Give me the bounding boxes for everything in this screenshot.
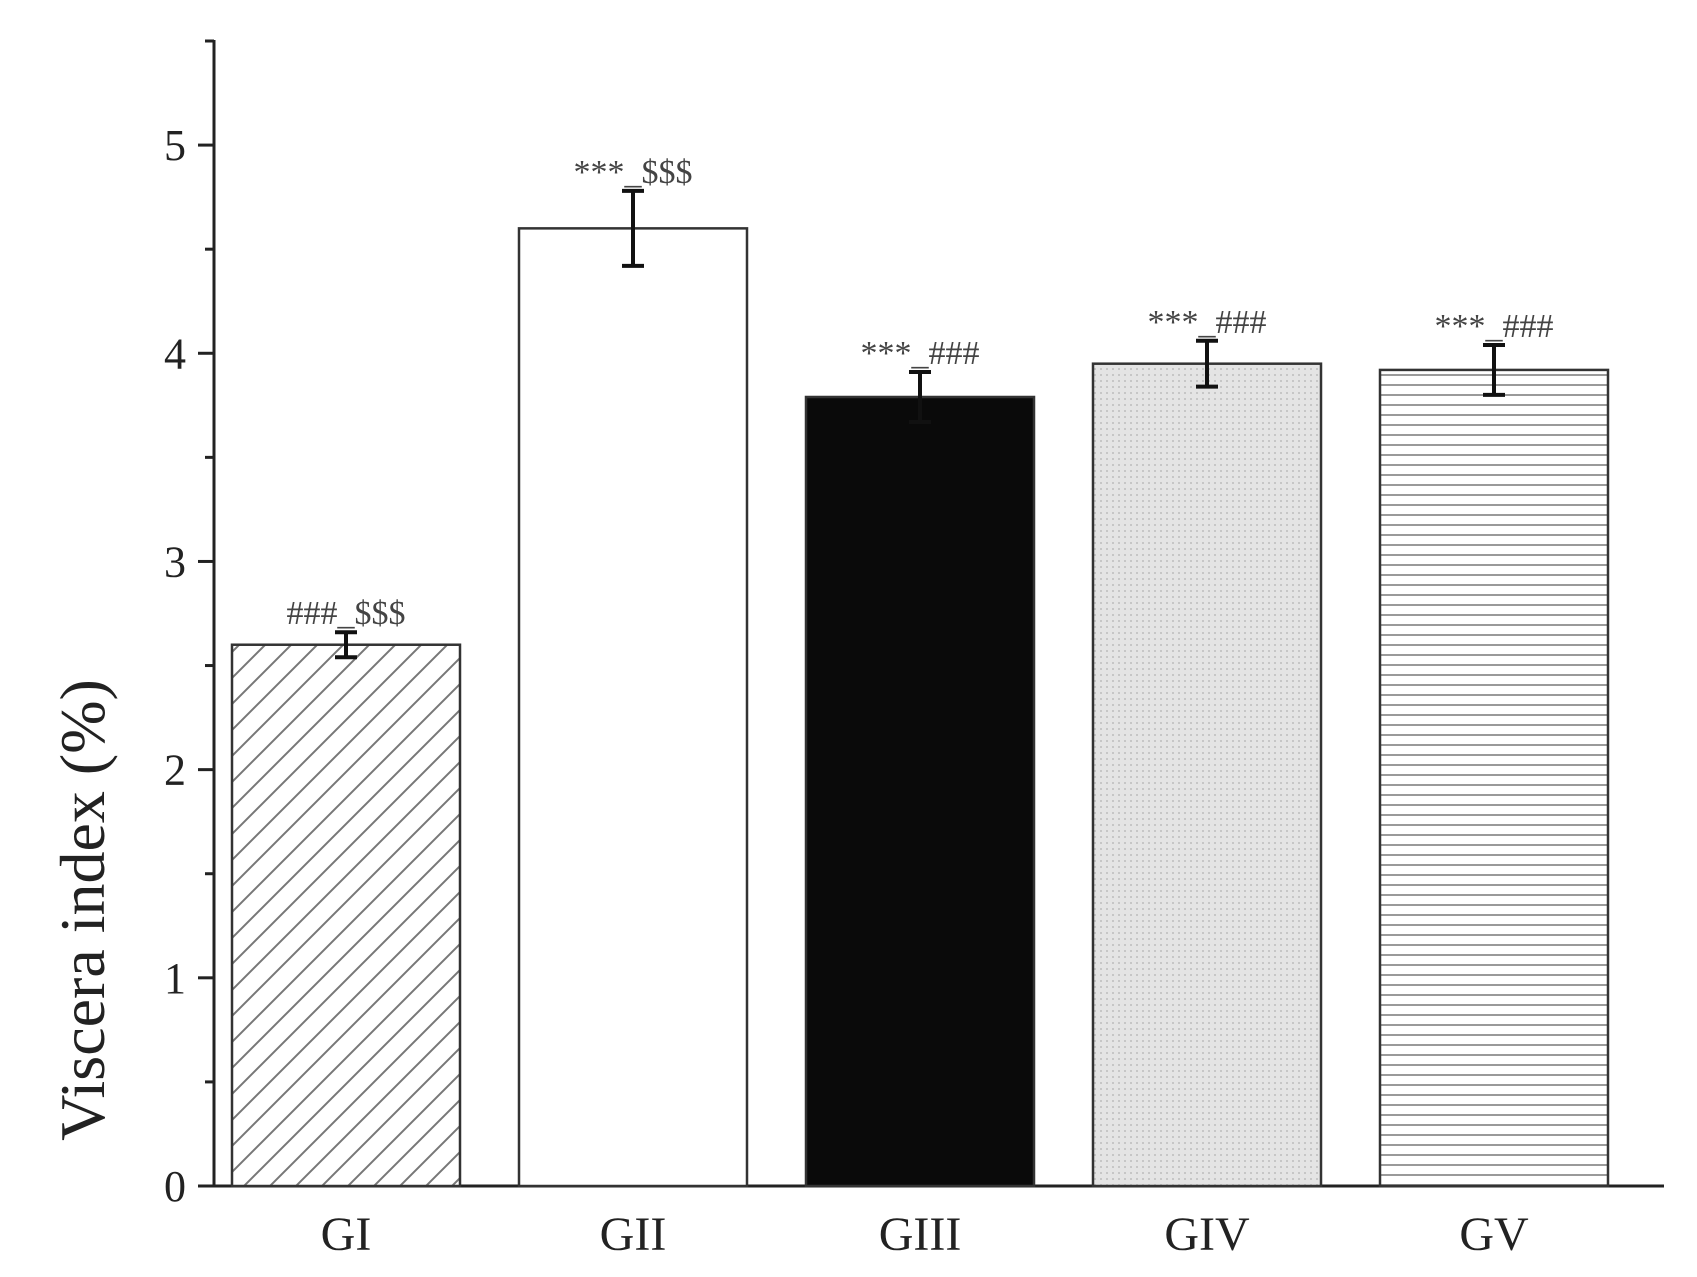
significance-label: ***_$$$ <box>574 154 693 191</box>
y-tick-label: 0 <box>164 1162 186 1211</box>
bar-gii <box>517 227 749 1188</box>
x-tick-label-gii: GII <box>600 1208 667 1261</box>
y-tick-label: 4 <box>164 329 186 378</box>
y-tick-label: 5 <box>164 121 186 170</box>
bar-gv <box>1378 368 1610 1188</box>
bar-giii <box>804 395 1036 1188</box>
y-axis-title: Viscera index (%) <box>47 679 118 1141</box>
bars: ###_$$$ ***_$$$ ***_### ***_### ***_### <box>230 154 1610 1188</box>
y-tick-label: 2 <box>164 746 186 795</box>
significance-label: ***_### <box>1435 308 1554 345</box>
bar-gi <box>230 643 462 1188</box>
significance-label: ***_### <box>1148 304 1267 341</box>
bar-giv <box>1091 362 1323 1188</box>
significance-label: ***_### <box>861 335 980 372</box>
x-tick-label-giv: GIV <box>1164 1208 1250 1261</box>
x-tick-label-giii: GIII <box>879 1208 962 1261</box>
x-tick-label-gi: GI <box>321 1208 372 1261</box>
category-labels: GI GII GIII GIV GV <box>321 1208 1529 1261</box>
significance-label: ###_$$$ <box>287 595 406 632</box>
x-tick-label-gv: GV <box>1459 1208 1529 1261</box>
y-tick-label: 3 <box>164 537 186 586</box>
y-tick-label: 1 <box>164 954 186 1003</box>
